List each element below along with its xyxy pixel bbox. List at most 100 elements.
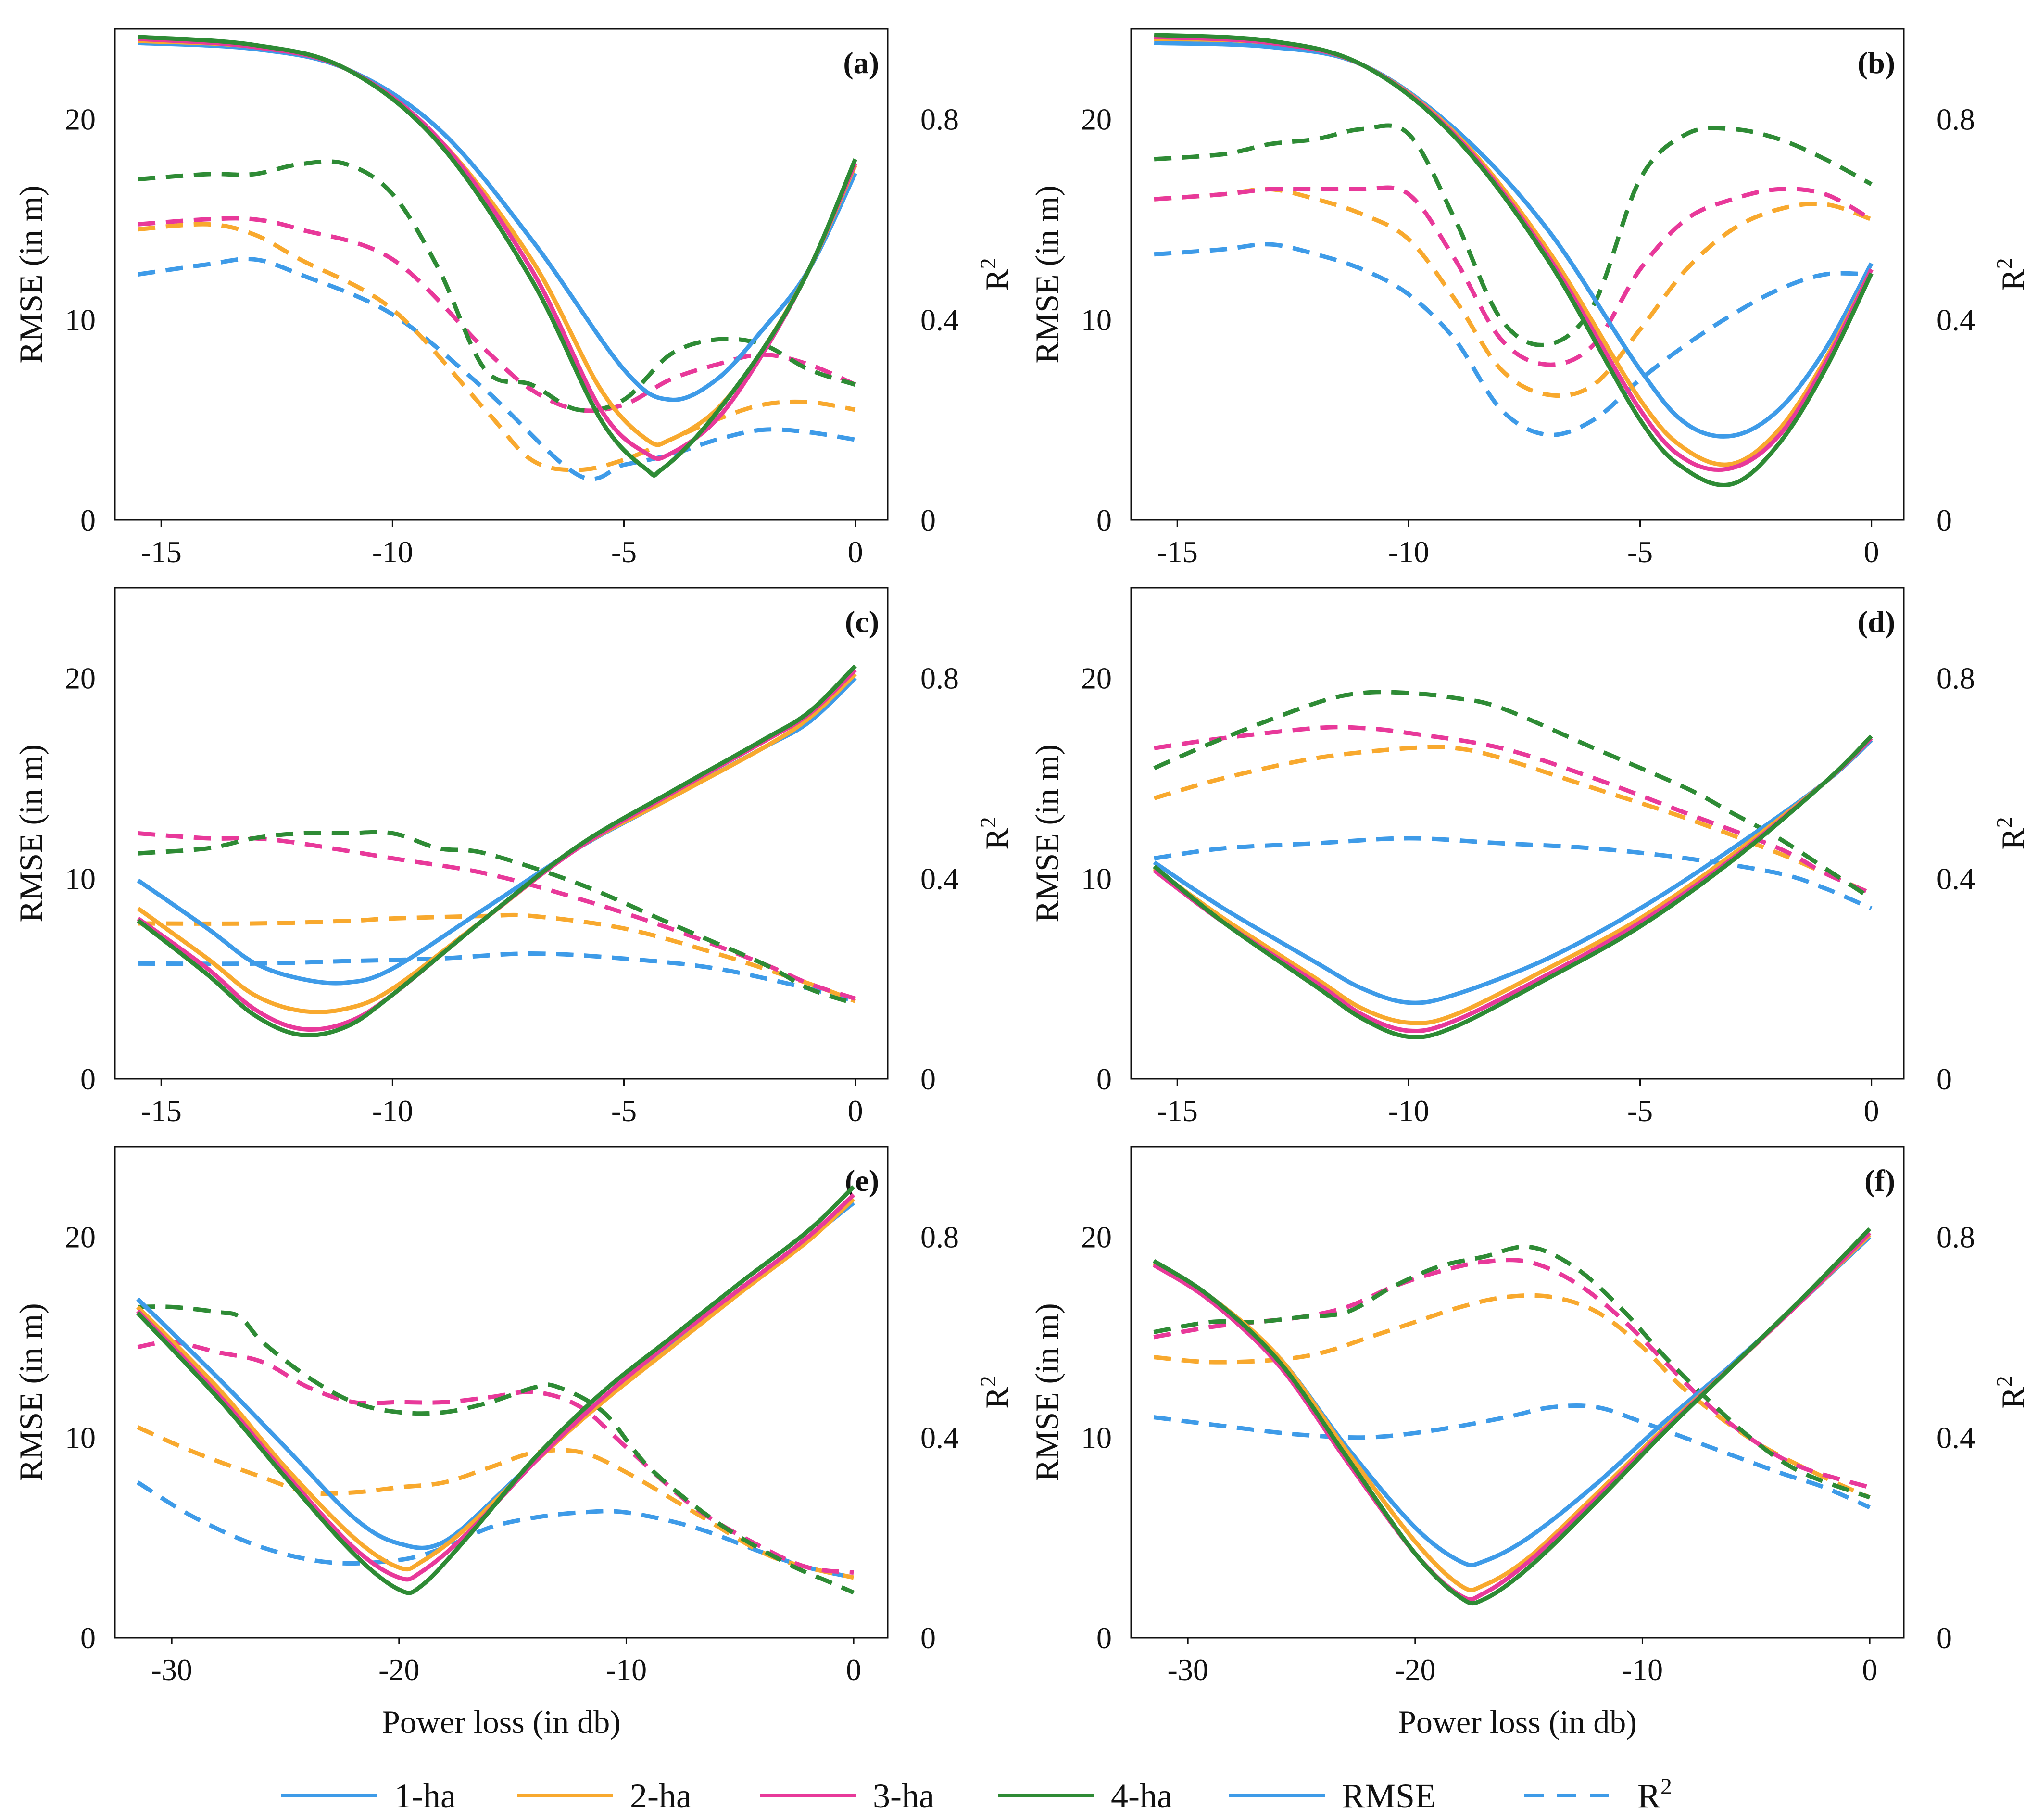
r2-line-3-ha (137, 1340, 854, 1575)
x-tick-label: -15 (1157, 535, 1198, 569)
panel-label: (c) (845, 605, 879, 639)
r2-tick-label: 0.8 (920, 102, 959, 137)
y-tick-label: 0 (1096, 503, 1112, 537)
x-tick-label: -5 (1627, 1094, 1653, 1128)
y-axis-title: RMSE (in m) (1029, 1303, 1065, 1481)
r2-line-2-ha (1154, 187, 1873, 398)
rmse-line-1-ha (1152, 1235, 1872, 1567)
rmse-line-3-ha (1154, 35, 1874, 472)
legend-label: R2 (1637, 1774, 1672, 1815)
r2-line-4-ha (138, 1304, 855, 1595)
x-tick-label: -15 (141, 535, 182, 569)
x-tick-label: -10 (1388, 535, 1429, 569)
r2-line-1-ha (1154, 836, 1873, 910)
y-axis-title: RMSE (in m) (1029, 744, 1065, 922)
r2-line-3-ha (1153, 1258, 1871, 1490)
y-axis-title: RMSE (in m) (13, 185, 49, 363)
rmse-line-4-ha (136, 1185, 855, 1595)
panel-a: -15 -10 -5 0 0 10 20 0 0.4 0.8 RMSE (in m) R2 (a) (13, 28, 1015, 569)
rmse-line-1-ha (1154, 40, 1874, 439)
r2-line-1-ha (1153, 1403, 1871, 1510)
r2-tick-label: 0.4 (920, 861, 959, 896)
r2-line-1-ha (138, 256, 856, 481)
r2-line-3-ha (138, 216, 856, 413)
legend-item-4-ha: 4-ha (998, 1777, 1172, 1815)
panel-b: -15 -10 -5 0 0 10 20 0 0.4 0.8 RMSE (in m) R2 (b) (1029, 28, 2025, 569)
legend-label: 1-ha (394, 1777, 456, 1815)
plot-frame (1130, 1146, 1905, 1639)
y-tick-label: 20 (65, 102, 96, 137)
rmse-line-4-ha (138, 35, 857, 478)
y-tick-label: 20 (65, 661, 96, 695)
y-tick-label: 0 (1096, 1621, 1112, 1655)
legend-item-rmse: RMSE (1229, 1777, 1436, 1815)
legend-item-3-ha: 3-ha (760, 1777, 934, 1815)
panel-label: (f) (1864, 1163, 1895, 1198)
rmse-line-2-ha (1154, 37, 1874, 467)
x-tick-label: 0 (1864, 1094, 1879, 1128)
y-tick-label: 10 (65, 861, 96, 896)
y-axis-title: RMSE (in m) (1029, 185, 1065, 363)
x-tick-label: -15 (1157, 1094, 1198, 1128)
y-tick-label: 10 (65, 1420, 96, 1454)
rmse-line-2-ha (1153, 736, 1873, 1025)
r2-axis-title: R2 (976, 817, 1015, 849)
legend-item-2-ha: 2-ha (517, 1777, 692, 1815)
panel-f: -30 -20 -10 0 0 10 20 0 0.4 0.8 RMSE (in m) R2 (f) Po… (1029, 1146, 2025, 1740)
rmse-line-4-ha (1153, 734, 1873, 1039)
r2-tick-label: 0.8 (920, 661, 959, 695)
y-tick-label: 20 (1081, 661, 1112, 695)
y-tick-label: 20 (65, 1220, 96, 1254)
r2-line-3-ha (1154, 185, 1873, 367)
legend-label: 4-ha (1111, 1777, 1172, 1815)
rmse-line-2-ha (1152, 1233, 1872, 1592)
r2-axis-title: R2 (976, 258, 1015, 291)
x-tick-label: -5 (611, 535, 637, 569)
rmse-line-3-ha (138, 37, 857, 461)
r2-line-2-ha (138, 222, 856, 472)
plot-frame (114, 1146, 889, 1639)
x-tick-label: -10 (1388, 1094, 1429, 1128)
x-tick-label: 0 (848, 1094, 863, 1128)
rmse-line-3-ha (1152, 1231, 1872, 1602)
panel-c: -15 -10 -5 0 0 10 20 0 0.4 0.8 RMSE (in m) R2 (c) (13, 587, 1015, 1128)
r2-axis-title: R2 (1992, 817, 2025, 849)
r2-line-1-ha (136, 1480, 855, 1580)
r2-tick-label: 0.4 (1937, 303, 1975, 337)
rmse-line-4-ha (1154, 33, 1874, 488)
x-tick-label: 0 (1864, 535, 1879, 569)
y-tick-label: 0 (80, 503, 96, 537)
y-tick-label: 0 (80, 1062, 96, 1096)
r2-axis-title: R2 (1992, 1376, 2025, 1408)
r2-line-4-ha (138, 830, 856, 1006)
y-axis-title: RMSE (in m) (13, 744, 49, 922)
rmse-line-1-ha (1153, 738, 1873, 1005)
r2-line-2-ha (137, 1425, 855, 1580)
y-axis-title: RMSE (in m) (13, 1303, 49, 1481)
legend-item-1-ha: 1-ha (281, 1777, 456, 1815)
x-tick-label: 0 (1862, 1653, 1877, 1687)
r2-tick-label: 0 (920, 503, 936, 537)
r2-line-4-ha (1154, 123, 1873, 347)
panel-label: (b) (1858, 46, 1895, 80)
x-tick-label: -5 (1627, 535, 1653, 569)
r2-line-1-ha (1154, 242, 1872, 437)
rmse-line-3-ha (136, 1193, 855, 1582)
y-tick-label: 0 (80, 1621, 96, 1655)
legend-label: 3-ha (873, 1777, 934, 1815)
y-tick-label: 20 (1081, 102, 1112, 137)
rmse-line-1-ha (137, 676, 857, 986)
y-tick-label: 10 (65, 303, 96, 337)
legend-item-r2: R2 (1524, 1774, 1672, 1815)
x-tick-label: -20 (378, 1653, 419, 1687)
x-tick-label: -15 (141, 1094, 182, 1128)
y-tick-label: 20 (1081, 1220, 1112, 1254)
r2-tick-label: 0.4 (920, 1420, 959, 1454)
y-tick-label: 0 (1096, 1062, 1112, 1096)
r2-tick-label: 0.4 (1937, 1420, 1975, 1454)
x-tick-label: -10 (372, 535, 413, 569)
plot-frame (114, 587, 889, 1080)
y-tick-label: 10 (1081, 1420, 1112, 1454)
x-axis-title: Power loss (in db) (382, 1704, 621, 1740)
